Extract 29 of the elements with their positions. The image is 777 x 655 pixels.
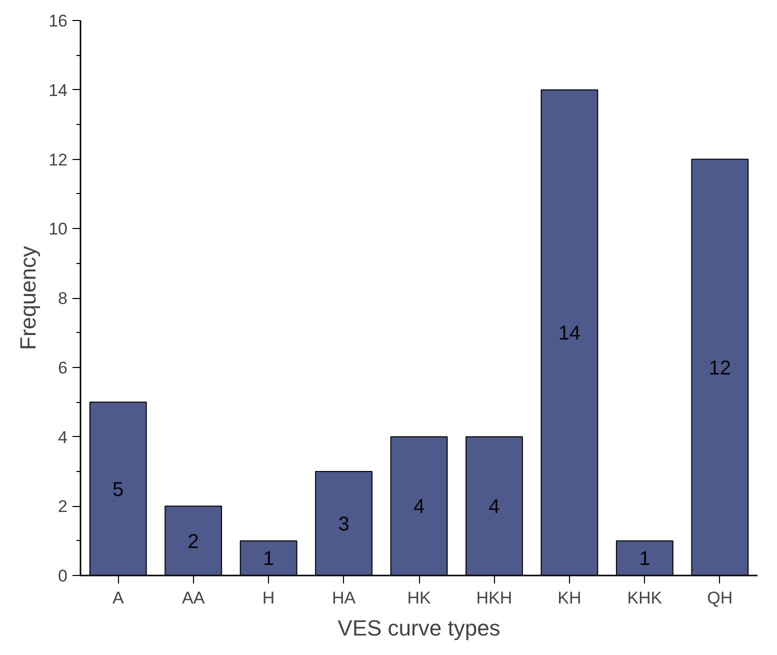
x-tick-label: A [112,588,124,608]
data-label: 1 [262,548,274,570]
x-axis-title: VES curve types [338,616,500,640]
data-label: 3 [338,513,350,536]
data-label: 4 [488,496,500,518]
y-tick-label: 0 [58,566,68,586]
data-label: 2 [188,530,199,553]
y-tick-label: 2 [58,497,68,516]
x-tick-label: AA [182,588,206,608]
data-label: 14 [558,322,581,345]
x-tick-label: HA [332,588,356,608]
data-label: 12 [708,357,732,380]
y-tick-label: 8 [58,289,68,308]
data-label: 5 [112,478,124,501]
x-tick-label: KH [558,588,582,608]
x-tick-label: HK [407,588,432,608]
x-tick-label: H [262,588,275,608]
x-tick-label: QH [707,588,733,608]
y-axis-title: Frequency [16,246,41,350]
y-tick-label: 12 [48,150,68,170]
y-tick-label: 16 [48,12,68,30]
x-tick-label: HKH [476,588,512,608]
y-tick-label: 4 [58,428,68,447]
data-label: 4 [413,496,425,518]
y-tick-label: 10 [48,220,68,239]
y-tick-label: 6 [58,358,68,378]
y-tick-label: 14 [48,80,68,100]
x-tick-label: KHK [627,588,663,608]
data-label: 1 [639,548,650,570]
